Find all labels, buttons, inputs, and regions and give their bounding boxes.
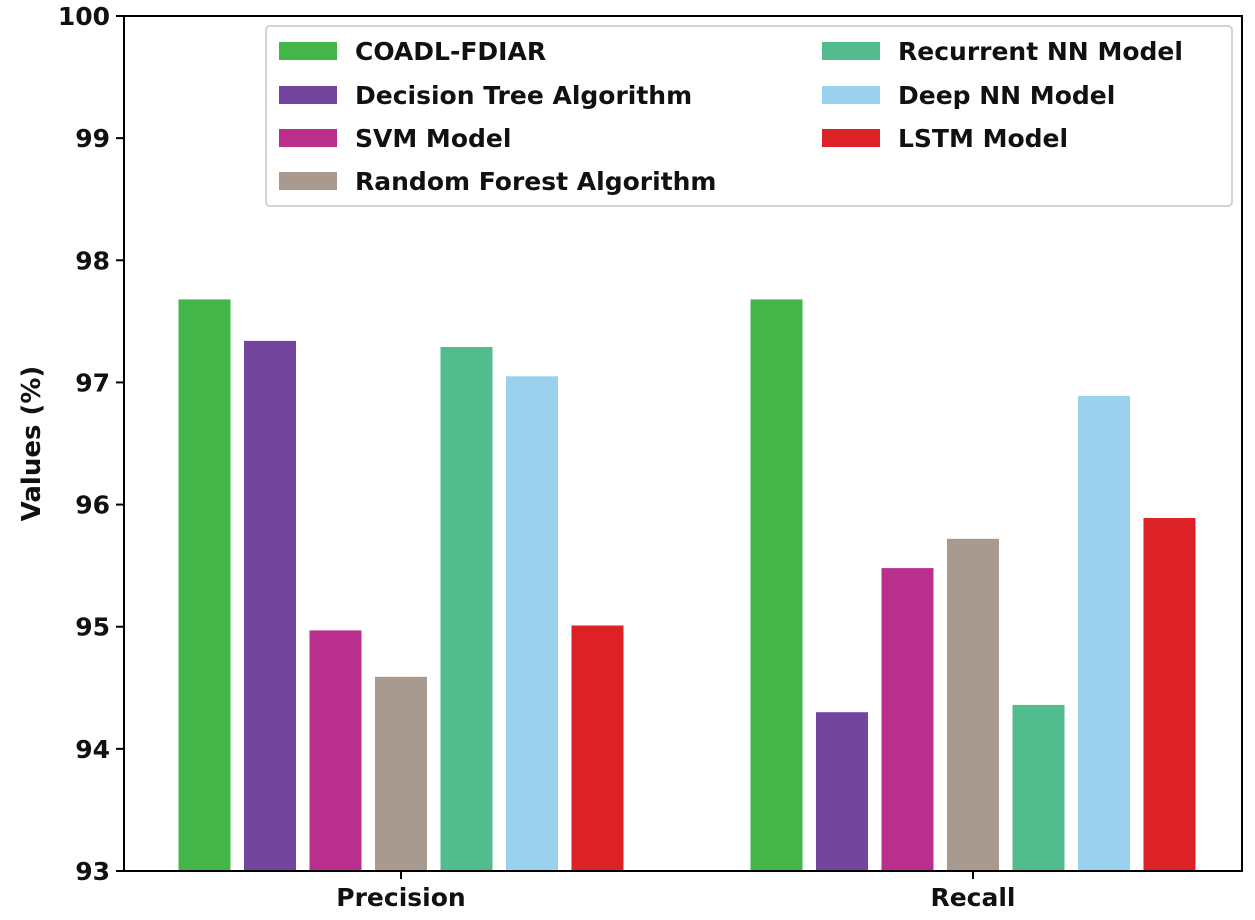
y-tick-label: 96 [75, 491, 110, 520]
y-tick-label: 93 [75, 857, 110, 886]
legend-swatch [822, 42, 880, 60]
plot-frame [123, 15, 1243, 872]
bar-recall-series-6 [1078, 395, 1130, 871]
y-tick-label: 95 [75, 613, 110, 642]
bar-recall-series-3 [881, 568, 934, 871]
bar-precision-series-4 [375, 676, 427, 871]
legend-swatch [279, 172, 337, 190]
bar-recall-series-4 [947, 538, 999, 871]
x-tick-label-precision: Precision [336, 883, 465, 912]
y-tick-label: 97 [75, 368, 110, 397]
x-tick-label-recall: Recall [930, 883, 1015, 912]
legend-swatch [279, 86, 337, 104]
y-tick-label: 98 [75, 246, 110, 275]
y-axis-label: Values (%) [17, 366, 47, 522]
legend-swatch [822, 86, 880, 104]
legend-label: Random Forest Algorithm [355, 167, 717, 196]
legend-swatch [822, 129, 880, 147]
legend-label: LSTM Model [898, 124, 1068, 153]
legend: COADL-FDIAR Decision Tree Algorithm SVM Mo… [265, 25, 1233, 207]
bar-recall-series-2 [816, 712, 868, 871]
legend-swatch [279, 42, 337, 60]
bar-precision-series-1 [178, 299, 231, 871]
bar-precision-series-3 [309, 630, 362, 871]
bar-precision-series-6 [506, 376, 558, 871]
bars-layer [178, 299, 1196, 871]
legend-label: SVM Model [355, 124, 511, 153]
bar-precision-series-7 [571, 625, 624, 871]
legend-label: Deep NN Model [898, 81, 1115, 110]
bar-recall-series-1 [750, 299, 803, 871]
y-tick-label: 94 [75, 735, 110, 764]
legend-label: COADL-FDIAR [355, 37, 546, 66]
legend-label: Recurrent NN Model [898, 37, 1183, 66]
legend-box [265, 25, 1233, 207]
axes-layer: 93 94 95 96 97 98 99 100 Precision Recall Values (… [17, 2, 1243, 912]
legend-swatch [279, 129, 337, 147]
legend-label: Decision Tree Algorithm [355, 81, 692, 110]
bar-recall-series-7 [1143, 518, 1196, 871]
y-tick-label: 100 [58, 2, 110, 31]
y-tick-label: 99 [75, 124, 110, 153]
bar-precision-series-5 [440, 347, 493, 871]
bar-recall-series-5 [1012, 704, 1065, 871]
bar-precision-series-2 [244, 340, 296, 871]
